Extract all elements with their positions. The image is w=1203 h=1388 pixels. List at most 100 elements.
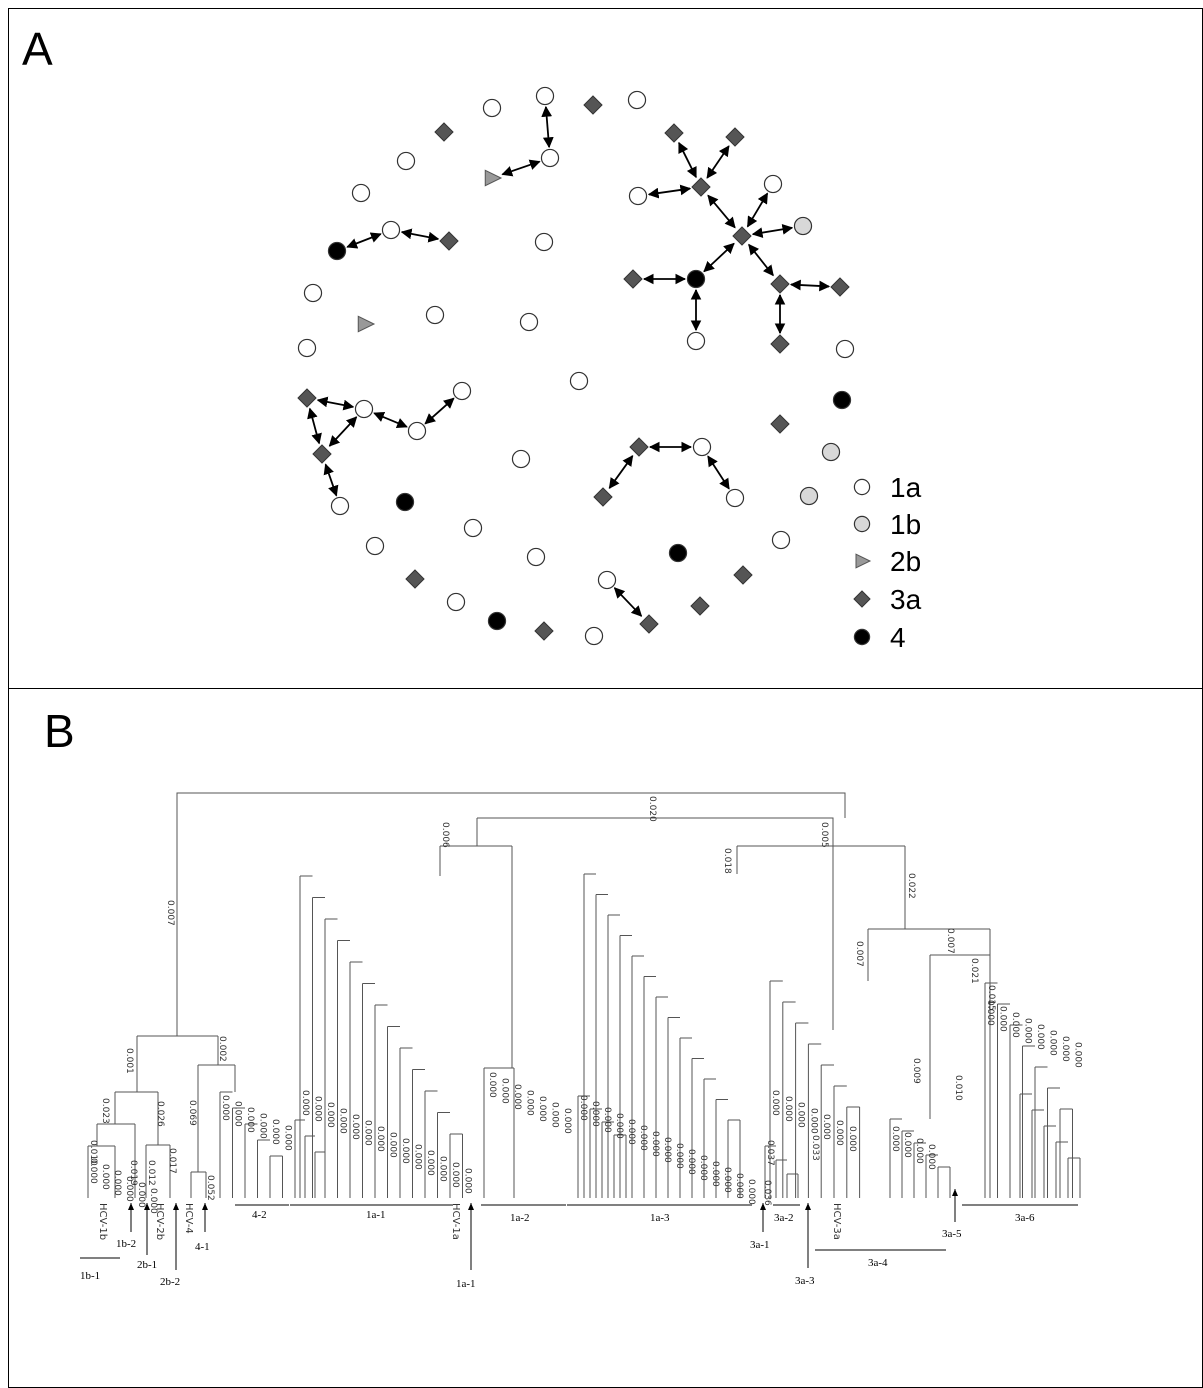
branch-zero-label: 0.000 [375,1126,385,1152]
branch-zero-label: 0.000 [890,1126,900,1152]
branch-zero-label: 0.000 [710,1161,720,1187]
branch-zero-label: 0.000 [425,1150,435,1176]
pointer-arrowhead [173,1203,179,1210]
branch-zero-label: 0.000 [902,1132,912,1158]
clade-label: 1b-1 [80,1270,100,1282]
branch-zero-label: 0.000 [233,1101,243,1127]
branch-zero-label: 0.000 [746,1179,756,1205]
network-nodes [297,86,855,646]
network-node-1a [463,518,483,538]
panel-b-label: B [44,705,75,757]
branch-zero-label: 0.000 [136,1182,146,1208]
branch-zero-label: 0.000 [686,1149,696,1175]
branch-zero-label: 0.000 [112,1170,122,1196]
pointer-arrowhead [128,1203,134,1210]
branch-zero-label: 0.000 [796,1102,806,1128]
branch-zero-label: 0.000 [245,1107,255,1133]
network-edge [541,105,554,149]
network-edge [424,397,455,425]
network-node-4 [487,611,507,631]
branch-zero-label: 0.000 [413,1144,423,1170]
tree-branch [483,1067,515,1198]
network-node-3a [312,444,332,464]
lower-branch-label: 0.069 [187,1100,197,1126]
branch-zero-label: 0.000 [487,1072,497,1098]
branch-zero-label: 0.000 [350,1114,360,1140]
clade-label: 4-1 [195,1241,210,1253]
network-node-1a [628,186,648,206]
network-edge [373,411,408,429]
network-node-3a [405,569,425,589]
network-node-1a [692,437,712,457]
branch-zero-label: 0.000 [525,1090,535,1116]
branch-zero-label: 0.000 [100,1164,110,1190]
lower-branch-label: 0.017 [167,1148,177,1174]
clade-label: 3a-3 [795,1275,815,1287]
branch-zero-label: 0.000 [300,1090,310,1116]
top-branch-label: 0.018 [722,848,732,874]
network-node-3a [297,388,317,408]
network-edge [746,192,769,228]
legend-marker-1b [853,515,871,533]
network-node-1a [584,626,604,646]
branch-zero-label: 0.000 [821,1114,831,1140]
network-node-4 [395,492,415,512]
legend-label-3a: 3a [890,584,922,615]
pointer-arrowhead [144,1203,150,1210]
lower-branch-label: 0.009 [911,1058,921,1084]
legend-marker-4 [853,628,871,646]
legend-marker-3a [853,590,871,608]
network-edge [316,396,355,411]
pointer-arrowhead [468,1203,474,1210]
network-node-4 [327,241,347,261]
network-node-1a [627,90,647,110]
lower-branch-label: 0.010 [953,1075,963,1101]
network-node-1b [793,216,813,236]
lower-branch-label: 0.023 [100,1098,110,1124]
lower-branch-label: 0.033 [810,1135,820,1161]
branch-zero-label: 0.000 [926,1144,936,1170]
network-node-3a [629,437,649,457]
branch-zero-label: 0.000 [1010,1012,1020,1038]
tree-branch [176,792,846,1036]
network-node-3a [639,614,659,634]
tree-branch [197,1064,236,1172]
legend-label-1b: 1b [890,509,921,540]
network-node-1a [425,305,445,325]
network-node-1b [821,442,841,462]
clade-label: 2b-2 [160,1276,180,1288]
branch-zero-label: 0.000 [638,1125,648,1151]
network-node-1a [526,547,546,567]
clade-label: 2b-1 [137,1259,157,1271]
branch-zero-label: 0.000 [88,1158,98,1184]
network-node-2b [357,315,376,333]
network-node-3a [593,487,613,507]
branch-zero-label: 0.000 [450,1162,460,1188]
network-edge [707,455,730,490]
network-node-1a [396,151,416,171]
clade-label: 1a-1 [366,1209,386,1221]
tree-branch [136,1035,219,1092]
top-branch-label: 0.020 [647,796,657,822]
top-branch-label: 0.022 [906,873,916,899]
network-edge [748,243,774,277]
panel-a-label: A [22,23,53,75]
branch-zero-label: 0.000 [325,1102,335,1128]
network-node-3a [691,177,711,197]
network-node-1a [354,399,374,419]
network-node-1a [534,232,554,252]
branch-zero-label: 0.000 [313,1096,323,1122]
tree-leaf-labels: HCV-1b HCV-2b HCV-4 HCV-1a HCV-3a [97,1203,842,1240]
network-node-1a [407,421,427,441]
tree-annotations: 4-2 1a-1 1a-2 1a-3 3a-2 3a-6 1b-1 1b-22b-12b-2 4… [80,1189,1078,1290]
network-node-1a [835,339,855,359]
network-node-1a [771,530,791,550]
branch-zero-label: 0.000 [734,1173,744,1199]
branch-zero-label: 0.000 [662,1137,672,1163]
branch-zero-label: 0.000 [1073,1042,1083,1068]
network-node-1a [482,98,502,118]
branch-zero-label: 0.000 [283,1125,293,1151]
network-node-3a [770,334,790,354]
branch-zero-label: 0.000 [698,1155,708,1181]
tree-branch [1019,1093,1081,1198]
